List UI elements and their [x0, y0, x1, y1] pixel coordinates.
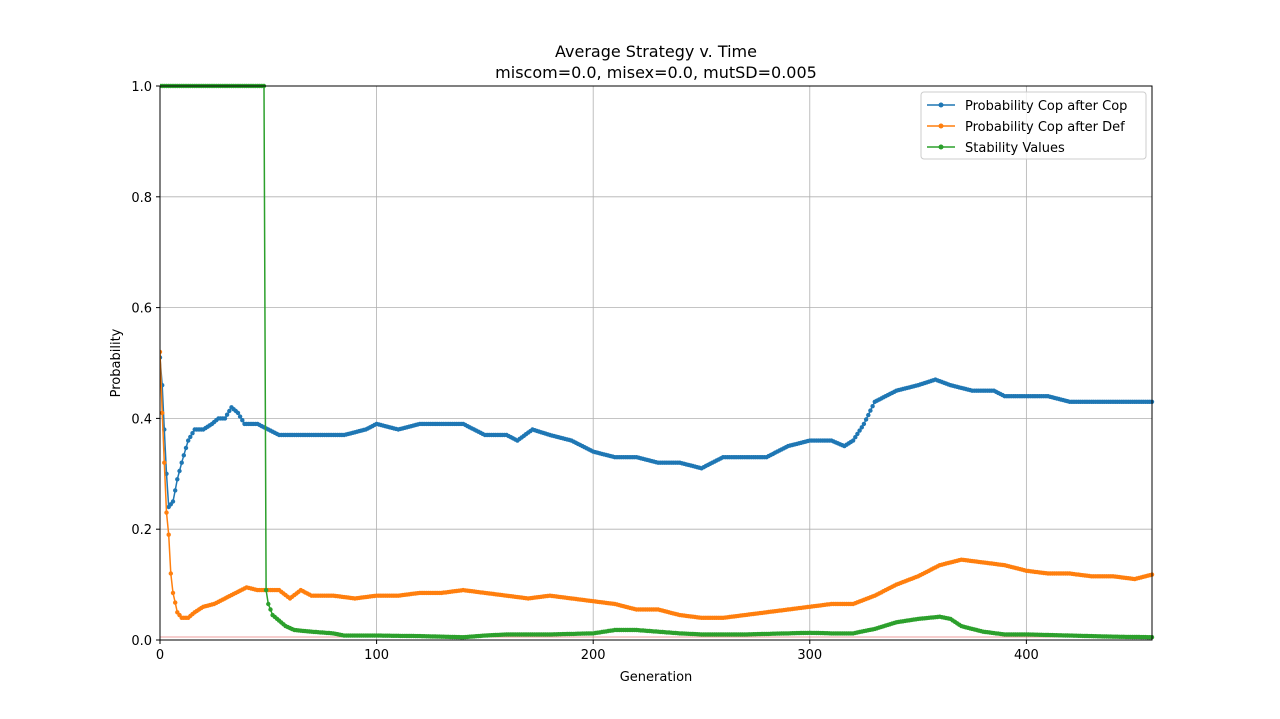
data-point — [183, 445, 189, 451]
y-tick-label: 0.8 — [131, 191, 152, 206]
data-point — [237, 414, 243, 419]
data-point — [164, 510, 169, 515]
legend-box — [920, 91, 1147, 160]
plot-frame — [159, 85, 1153, 641]
x-tick-label: 100 — [364, 648, 389, 663]
data-point — [160, 410, 165, 416]
data-point — [861, 421, 867, 427]
data-point — [859, 425, 864, 430]
y-axis-ticks: 0.0 0.2 0.4 0.6 0.8 1.0 — [131, 80, 160, 649]
data-point — [170, 499, 176, 504]
x-axis-label: Generation — [620, 670, 693, 685]
legend-item: Stability Values — [927, 141, 1065, 156]
data-point — [857, 428, 862, 433]
chart-title: Average Strategy v. Time — [555, 42, 757, 61]
data-point — [177, 468, 182, 474]
data-point — [173, 488, 178, 493]
legend-label: Probability Cop after Def — [965, 120, 1125, 135]
legend-label: Probability Cop after Cop — [965, 99, 1127, 114]
data-point — [222, 416, 228, 421]
data-point — [181, 453, 186, 458]
data-point — [224, 412, 230, 417]
y-tick-label: 0.6 — [131, 302, 152, 317]
x-tick-label: 200 — [581, 648, 606, 663]
y-tick-label: 1.0 — [131, 80, 152, 95]
data-point — [855, 431, 860, 437]
legend-swatch-marker — [938, 144, 944, 150]
y-axis-label: Probability — [109, 328, 124, 397]
data-point — [186, 438, 191, 443]
data-point — [268, 607, 273, 612]
legend-label: Stability Values — [965, 141, 1065, 156]
legend-item: Probability Cop after Def — [927, 120, 1125, 135]
legend-swatch-marker — [938, 102, 944, 108]
legend-swatch-marker — [938, 123, 944, 129]
data-point — [853, 435, 858, 440]
data-point — [870, 404, 875, 409]
data-point — [173, 600, 178, 605]
data-point — [266, 601, 271, 607]
data-point — [240, 418, 245, 423]
data-point — [160, 349, 163, 355]
y-tick-label: 0.4 — [131, 412, 152, 427]
chart-subtitle: miscom=0.0, misex=0.0, mutSD=0.005 — [495, 63, 817, 82]
data-point — [227, 408, 232, 414]
y-tick-label: 0.0 — [131, 634, 152, 649]
y-tick-label: 0.2 — [131, 523, 152, 538]
data-point — [263, 587, 269, 593]
x-tick-label: 400 — [1014, 648, 1039, 663]
data-point — [866, 412, 871, 418]
data-point — [863, 417, 869, 422]
data-point — [235, 410, 241, 416]
x-axis-ticks: 0 100 200 300 400 — [156, 640, 1039, 663]
x-tick-label: 0 — [156, 648, 164, 663]
data-point — [188, 434, 193, 440]
data-point — [179, 460, 184, 465]
data-point — [190, 431, 195, 436]
data-point — [175, 477, 180, 482]
data-point — [850, 438, 856, 443]
legend: Probability Cop after Cop Probability Cop… — [920, 91, 1147, 160]
plot-series — [160, 83, 1155, 640]
legend-item: Probability Cop after Cop — [927, 99, 1127, 114]
data-point — [868, 408, 873, 413]
data-point — [166, 532, 171, 537]
series-probability-cop-after-def — [160, 349, 1155, 620]
x-tick-label: 300 — [797, 648, 822, 663]
data-point — [168, 571, 173, 576]
data-point — [170, 590, 176, 596]
data-point — [162, 460, 167, 465]
series-probability-cop-after-cop — [160, 355, 1155, 510]
